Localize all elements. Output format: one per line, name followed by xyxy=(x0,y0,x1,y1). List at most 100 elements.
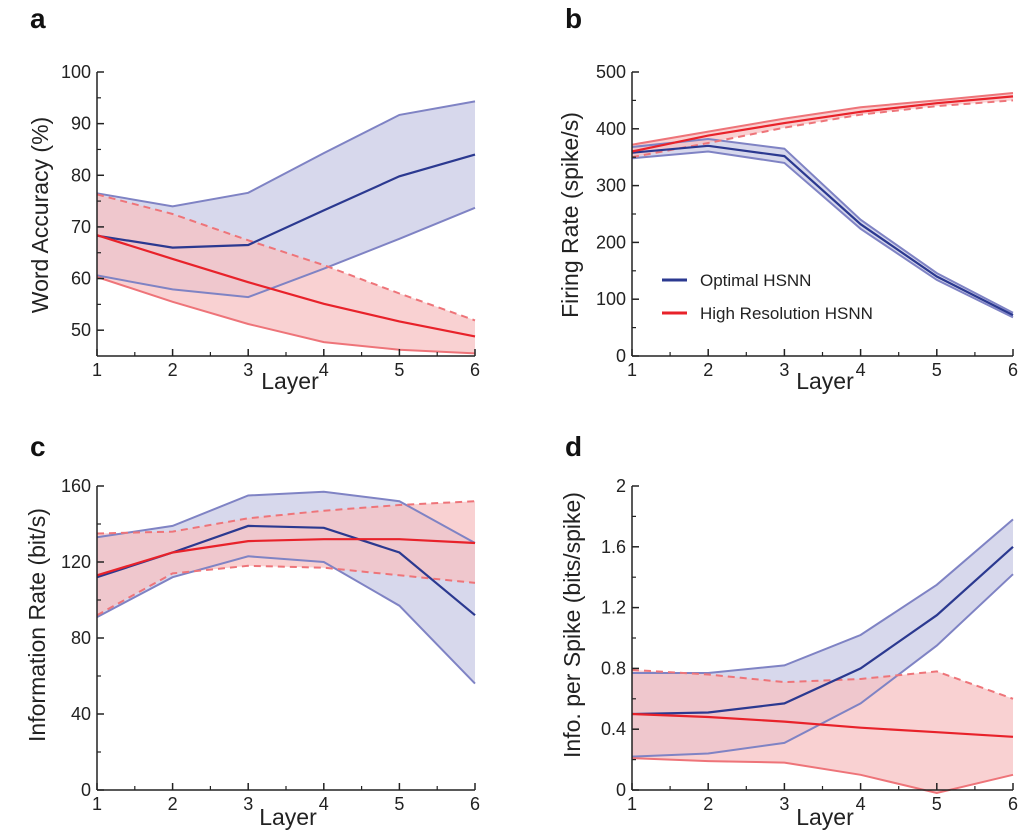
panel-a: a 50 60 70 80 90 100 1 2 3 4 5 6 Layer Word Accurac… xyxy=(27,3,480,394)
x-tick-label: 2 xyxy=(168,794,178,814)
x-tick-label: 6 xyxy=(470,794,480,814)
x-tick-label: 3 xyxy=(779,360,789,380)
panel-d-axes: 0 0.4 0.8 1.2 1.6 2 1 2 3 4 5 6 xyxy=(601,476,1018,814)
y-tick-label: 120 xyxy=(61,552,91,572)
y-tick-label: 80 xyxy=(71,628,91,648)
x-tick-label: 1 xyxy=(627,794,637,814)
x-tick-label: 3 xyxy=(779,794,789,814)
x-tick-label: 3 xyxy=(243,794,253,814)
highres-lower-edge xyxy=(96,564,476,617)
panel-b-lines xyxy=(631,92,1014,319)
panel-b-legend: Optimal HSNN High Resolution HSNN xyxy=(662,271,873,323)
x-tick-label: 6 xyxy=(470,360,480,380)
panel-c-letter: c xyxy=(30,431,46,462)
legend-label-optimal: Optimal HSNN xyxy=(700,271,811,290)
optimal-lower-edge xyxy=(96,206,476,299)
x-tick-label: 3 xyxy=(243,360,253,380)
y-tick-label: 160 xyxy=(61,476,91,496)
panel-d-y-axis-title: Info. per Spike (bits/spike) xyxy=(559,492,585,758)
x-tick-label: 6 xyxy=(1008,360,1018,380)
optimal-upper-edge xyxy=(96,490,476,544)
x-tick-label: 5 xyxy=(394,360,404,380)
panel-b-y-axis-title: Firing Rate (spike/s) xyxy=(557,112,583,318)
panel-a-axes: 50 60 70 80 90 100 1 2 3 4 5 6 xyxy=(61,62,480,380)
legend-label-highres: High Resolution HSNN xyxy=(700,304,873,323)
highres-upper-edge xyxy=(631,92,1014,146)
highres-upper-edge xyxy=(96,500,476,535)
panel-c-lines xyxy=(96,490,476,685)
optimal-upper-edge xyxy=(96,100,476,208)
x-tick-label: 5 xyxy=(394,794,404,814)
optimal-upper-edge xyxy=(631,137,1014,314)
panel-a-bands xyxy=(97,101,475,354)
panel-b-letter: b xyxy=(565,3,582,34)
panel-d-x-axis-title: Layer xyxy=(796,804,854,830)
y-tick-label: 1.6 xyxy=(601,537,626,557)
y-tick-label: 0.4 xyxy=(601,719,626,739)
highres-mean-line xyxy=(96,538,476,577)
optimal-lower-edge xyxy=(631,150,1014,319)
panel-d-letter: d xyxy=(565,431,582,462)
y-tick-label: 40 xyxy=(71,704,91,724)
panel-c-y-axis-title: Information Rate (bit/s) xyxy=(24,508,50,742)
panel-b-x-axis-title: Layer xyxy=(796,368,854,394)
panel-c: c 0 40 80 120 160 1 2 3 4 5 6 Layer Information Ra… xyxy=(24,431,480,830)
panel-d-bands xyxy=(632,519,1013,793)
x-tick-label: 1 xyxy=(92,794,102,814)
y-tick-label: 300 xyxy=(596,176,626,196)
y-tick-label: 50 xyxy=(71,320,91,340)
highres-mean-line xyxy=(631,95,1014,153)
optimal-mean-line xyxy=(96,153,476,249)
y-tick-label: 0 xyxy=(81,780,91,800)
y-tick-label: 400 xyxy=(596,119,626,139)
x-tick-label: 5 xyxy=(932,360,942,380)
panel-a-x-axis-title: Layer xyxy=(261,368,319,394)
highres-upper-edge xyxy=(96,193,476,322)
x-tick-label: 5 xyxy=(932,794,942,814)
y-tick-label: 0 xyxy=(616,346,626,366)
y-tick-label: 1.2 xyxy=(601,598,626,618)
y-tick-label: 500 xyxy=(596,62,626,82)
highres-mean-line xyxy=(631,712,1014,738)
y-tick-label: 2 xyxy=(616,476,626,496)
highres-band xyxy=(632,669,1013,793)
y-tick-label: 100 xyxy=(596,289,626,309)
panel-a-y-axis-title: Word Accuracy (%) xyxy=(27,117,53,313)
x-tick-label: 1 xyxy=(627,360,637,380)
y-tick-label: 200 xyxy=(596,232,626,252)
optimal-mean-line xyxy=(631,144,1014,317)
x-tick-label: 1 xyxy=(92,360,102,380)
y-tick-label: 0.8 xyxy=(601,658,626,678)
y-tick-label: 70 xyxy=(71,217,91,237)
y-tick-label: 80 xyxy=(71,165,91,185)
panel-c-axes: 0 40 80 120 160 1 2 3 4 5 6 xyxy=(61,476,480,814)
highres-mean-line xyxy=(96,234,476,338)
y-tick-label: 100 xyxy=(61,62,91,82)
x-tick-label: 4 xyxy=(856,794,866,814)
x-tick-label: 4 xyxy=(319,794,329,814)
panel-b-axes: 0 100 200 300 400 500 1 2 3 4 5 6 xyxy=(596,62,1018,380)
highres-upper-edge xyxy=(631,668,1014,700)
y-tick-label: 90 xyxy=(71,114,91,134)
highres-lower-edge xyxy=(96,276,476,355)
x-tick-label: 6 xyxy=(1008,794,1018,814)
x-tick-label: 4 xyxy=(856,360,866,380)
optimal-lower-edge xyxy=(96,555,476,685)
x-tick-label: 4 xyxy=(319,360,329,380)
y-tick-label: 60 xyxy=(71,269,91,289)
panel-a-letter: a xyxy=(30,3,46,34)
y-tick-label: 0 xyxy=(616,780,626,800)
highres-band xyxy=(97,194,475,354)
x-tick-label: 2 xyxy=(703,794,713,814)
panel-a-lines xyxy=(96,100,476,355)
panel-c-x-axis-title: Layer xyxy=(259,804,317,830)
panel-d: d 0 0.4 0.8 1.2 1.6 2 1 2 3 4 5 6 Layer Info. per S… xyxy=(559,431,1018,830)
optimal-mean-line xyxy=(631,545,1014,716)
highres-lower-edge xyxy=(631,99,1014,159)
panel-b: b 0 100 200 300 400 500 1 2 3 4 5 6 Layer Firing Ra… xyxy=(557,3,1018,394)
optimal-lower-edge xyxy=(631,573,1014,758)
x-tick-label: 2 xyxy=(168,360,178,380)
x-tick-label: 2 xyxy=(703,360,713,380)
optimal-band xyxy=(632,139,1013,318)
